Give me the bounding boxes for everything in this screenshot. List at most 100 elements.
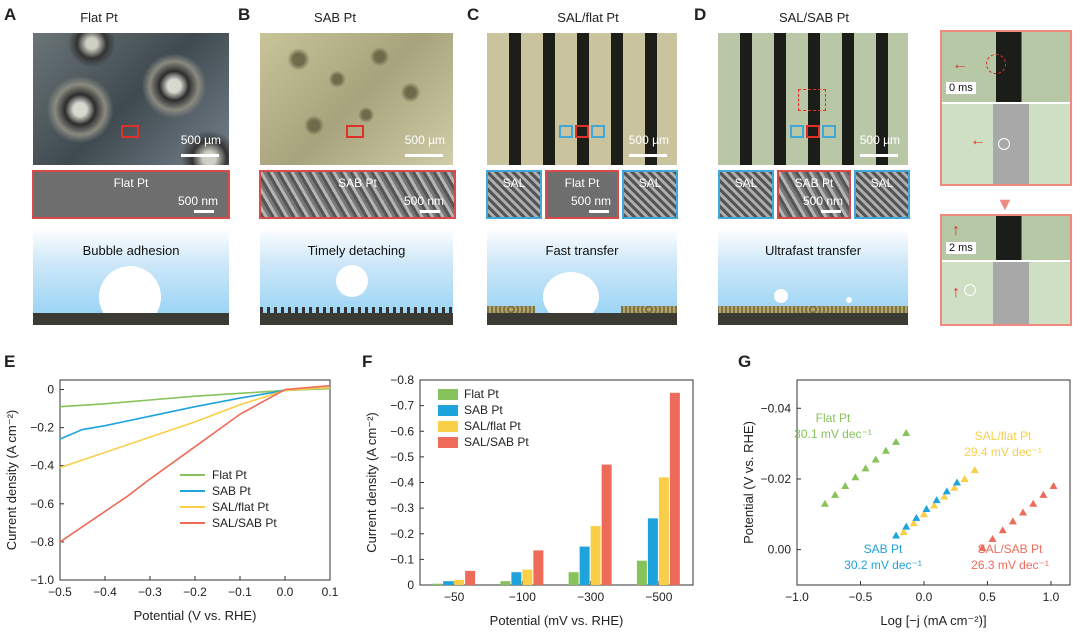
x-tick-label: −0.4 bbox=[93, 585, 117, 599]
x-tick-label: −500 bbox=[645, 590, 672, 604]
data-point bbox=[831, 490, 840, 498]
x-tick-label: −300 bbox=[577, 590, 604, 604]
x-tick-label: −0.1 bbox=[228, 585, 252, 599]
tafel-slope-label: 29.4 mV dec⁻¹ bbox=[964, 445, 1042, 459]
data-point bbox=[861, 464, 870, 472]
bar bbox=[443, 581, 454, 585]
sem-label: SAL bbox=[638, 176, 662, 190]
bar bbox=[522, 569, 533, 585]
sem-label: SAL bbox=[870, 176, 894, 190]
x-tick-label: −100 bbox=[509, 590, 536, 604]
x-tick-label: 0.1 bbox=[322, 585, 339, 599]
panel-label-a: A bbox=[4, 5, 17, 24]
sab-pt-micrograph: 500 µm bbox=[260, 33, 453, 165]
bar bbox=[601, 464, 612, 585]
bar bbox=[533, 550, 544, 585]
bar bbox=[636, 560, 647, 585]
scene-label: Bubble adhesion bbox=[82, 243, 180, 258]
x-tick-label: 0.0 bbox=[916, 590, 933, 604]
sal-sab-pt-micrograph: 500 µm bbox=[718, 33, 908, 165]
sem-scale-label: 500 nm bbox=[177, 194, 218, 208]
data-point bbox=[952, 478, 961, 486]
bar bbox=[568, 572, 579, 585]
data-point bbox=[940, 492, 949, 500]
x-tick-label: −1.0 bbox=[785, 590, 809, 604]
y-tick-label: −0.4 bbox=[390, 476, 414, 490]
time-label: 0 ms bbox=[946, 82, 976, 94]
data-point bbox=[899, 527, 908, 535]
data-point bbox=[1049, 482, 1058, 490]
series-name-label: SAL/flat Pt bbox=[975, 429, 1032, 443]
y-tick-label: 0.00 bbox=[768, 543, 792, 557]
photo-scale-label: 500 µm bbox=[628, 133, 669, 147]
data-point bbox=[902, 429, 911, 437]
panel-b-title: SAB Pt bbox=[314, 10, 356, 25]
data-point bbox=[942, 487, 951, 495]
panel-label-b: B bbox=[238, 5, 251, 24]
legend-label: SAL/flat Pt bbox=[212, 500, 269, 514]
x-axis-label: Log [−j (mA cm⁻²)] bbox=[880, 613, 986, 628]
tafel-slope-label: 26.3 mV dec⁻¹ bbox=[971, 558, 1049, 572]
panel-label-d: D bbox=[694, 5, 707, 24]
y-tick-label: −0.2 bbox=[30, 421, 54, 435]
y-tick-label: −0.04 bbox=[761, 401, 792, 415]
scene-label: Ultrafast transfer bbox=[764, 243, 862, 258]
series-name-label: SAB Pt bbox=[864, 542, 903, 556]
x-tick-label: 0.5 bbox=[979, 590, 996, 604]
panel-label-c: C bbox=[467, 5, 480, 24]
legend-label: SAL/SAB Pt bbox=[464, 435, 529, 449]
legend-label: SAL/SAB Pt bbox=[212, 516, 277, 530]
x-tick-label: −0.5 bbox=[849, 590, 873, 604]
panel-c-title: SAL/flat Pt bbox=[557, 10, 619, 25]
sem-label: SAB Pt bbox=[338, 176, 377, 190]
series-name-label: Flat Pt bbox=[816, 411, 851, 425]
data-point bbox=[922, 505, 931, 513]
legend-swatch bbox=[438, 437, 458, 448]
plot-frame bbox=[59, 379, 331, 581]
y-tick-label: −1.0 bbox=[30, 573, 54, 587]
bar bbox=[500, 581, 511, 585]
frame-0ms: ← 0 ms ← bbox=[940, 30, 1072, 186]
bar bbox=[454, 579, 465, 585]
series-line-3 bbox=[59, 386, 331, 469]
bar bbox=[432, 583, 443, 585]
tafel-slope-label: 30.1 mV dec⁻¹ bbox=[794, 427, 872, 441]
data-point bbox=[881, 446, 890, 454]
flat-pt-sem-middle: Flat Pt 500 nm bbox=[545, 170, 619, 219]
legend-label: SAB Pt bbox=[212, 484, 251, 498]
legend-label: SAB Pt bbox=[464, 403, 503, 417]
legend-label: SAL/flat Pt bbox=[464, 419, 521, 433]
data-point bbox=[950, 483, 959, 491]
data-point bbox=[1019, 508, 1028, 516]
scene-label: Timely detaching bbox=[307, 243, 406, 258]
arrow-down-icon: ▼ bbox=[996, 194, 1014, 214]
x-tick-label: 0.0 bbox=[277, 585, 294, 599]
sab-pt-sem-middle: SAB Pt 500 nm bbox=[777, 170, 851, 219]
series-line-1 bbox=[59, 387, 331, 408]
data-point bbox=[912, 513, 921, 521]
panel-a-title: Flat Pt bbox=[80, 10, 118, 25]
x-tick-label: −0.5 bbox=[48, 585, 72, 599]
x-tick-label: −0.3 bbox=[138, 585, 162, 599]
series-line-2 bbox=[59, 386, 331, 440]
sem-scale-label: 500 nm bbox=[570, 194, 611, 208]
series-name-label: SAL/SAB Pt bbox=[978, 542, 1043, 556]
x-tick-label: 1.0 bbox=[1043, 590, 1060, 604]
x-tick-label: −0.2 bbox=[183, 585, 207, 599]
y-tick-label: −0.8 bbox=[30, 535, 54, 549]
y-tick-label: −0.7 bbox=[390, 399, 414, 413]
data-point bbox=[902, 522, 911, 530]
arrow-left-icon: ← bbox=[952, 56, 968, 73]
x-tick-label: −50 bbox=[444, 590, 465, 604]
y-tick-label: 0 bbox=[47, 383, 54, 397]
x-axis-label: Potential (mV vs. RHE) bbox=[490, 613, 624, 628]
sem-label: SAB Pt bbox=[794, 176, 834, 190]
data-point bbox=[841, 482, 850, 490]
legend-label: Flat Pt bbox=[212, 468, 247, 482]
bubble-adhesion-scene: Bubble adhesion bbox=[33, 228, 229, 325]
sem-scale-label: 500 nm bbox=[802, 194, 843, 208]
legend-swatch bbox=[438, 421, 458, 432]
bar bbox=[647, 518, 658, 585]
y-tick-label: −0.4 bbox=[30, 459, 54, 473]
data-point bbox=[892, 437, 901, 445]
